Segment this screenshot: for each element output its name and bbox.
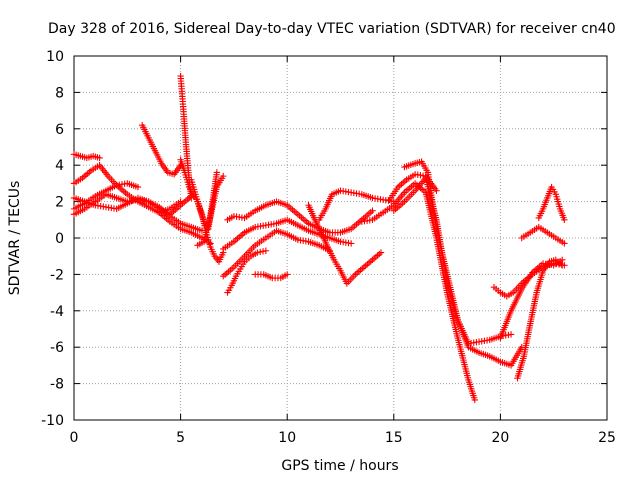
series-track-26 <box>518 223 568 247</box>
tick-labels: 0 5 10 15 20 25 -10 -8 -6 -4 -2 0 2 4 6 8 10 <box>41 49 616 446</box>
data-point <box>284 271 291 278</box>
series-track-4 <box>70 191 206 234</box>
data-point <box>559 256 566 264</box>
x-tick-label: 25 <box>598 430 616 446</box>
y-tick-label: -2 <box>50 267 64 283</box>
data-point <box>471 396 479 404</box>
series-track-1 <box>70 151 103 162</box>
x-tick-label: 5 <box>176 430 185 446</box>
x-tick-label: 20 <box>491 430 509 446</box>
y-tick-label: 8 <box>55 85 64 101</box>
series-track-11 <box>194 172 227 249</box>
data-point <box>188 194 195 202</box>
axes <box>73 55 608 421</box>
y-tick-label: -6 <box>50 340 64 356</box>
series-track-5 <box>70 180 142 213</box>
y-tick-label: -8 <box>50 377 64 393</box>
data-point <box>262 247 270 254</box>
y-tick-label: 0 <box>55 231 64 247</box>
series-track-13 <box>220 216 355 253</box>
series-track-27 <box>535 183 568 223</box>
y-axis-label: SDTVAR / TECUs <box>7 181 23 296</box>
series-track-15 <box>224 247 270 296</box>
y-tick-label: 4 <box>55 158 64 174</box>
data-point <box>377 249 385 256</box>
x-axis-label: GPS time / hours <box>281 458 398 474</box>
y-tick-label: -4 <box>50 304 64 320</box>
grid-lines <box>74 56 607 420</box>
y-tick-label: 2 <box>55 195 64 211</box>
x-tick-label: 10 <box>278 430 296 446</box>
series-track-6 <box>139 121 184 178</box>
series-track-16 <box>252 271 291 282</box>
series-track-24 <box>514 256 566 382</box>
data-point <box>96 154 103 162</box>
chart-title: Day 328 of 2016, Sidereal Day-to-day VTE… <box>48 21 616 37</box>
y-tick-label: 10 <box>46 49 64 65</box>
data-point <box>433 187 440 194</box>
x-tick-label: 0 <box>70 430 79 446</box>
series-track-21 <box>401 158 525 369</box>
data-point <box>559 262 566 269</box>
series-track-17 <box>305 202 385 287</box>
data-point <box>369 207 376 214</box>
y-tick-label: -10 <box>41 413 64 429</box>
x-tick-label: 15 <box>385 430 403 446</box>
data-marker <box>256 248 264 256</box>
series-track-22 <box>386 171 440 203</box>
series-track-12 <box>224 198 376 236</box>
data-point <box>134 183 142 191</box>
data-point <box>561 240 568 247</box>
data-marker <box>259 248 267 255</box>
data-point <box>213 169 221 176</box>
data-points <box>70 72 568 404</box>
data-point <box>254 249 261 256</box>
y-tick-label: 6 <box>55 122 64 138</box>
series-track-25 <box>497 256 566 342</box>
series-track-14 <box>220 227 334 280</box>
data-point <box>220 172 227 180</box>
data-point <box>207 240 214 247</box>
data-point <box>347 240 355 247</box>
data-point <box>507 331 515 338</box>
data-point <box>561 216 568 223</box>
